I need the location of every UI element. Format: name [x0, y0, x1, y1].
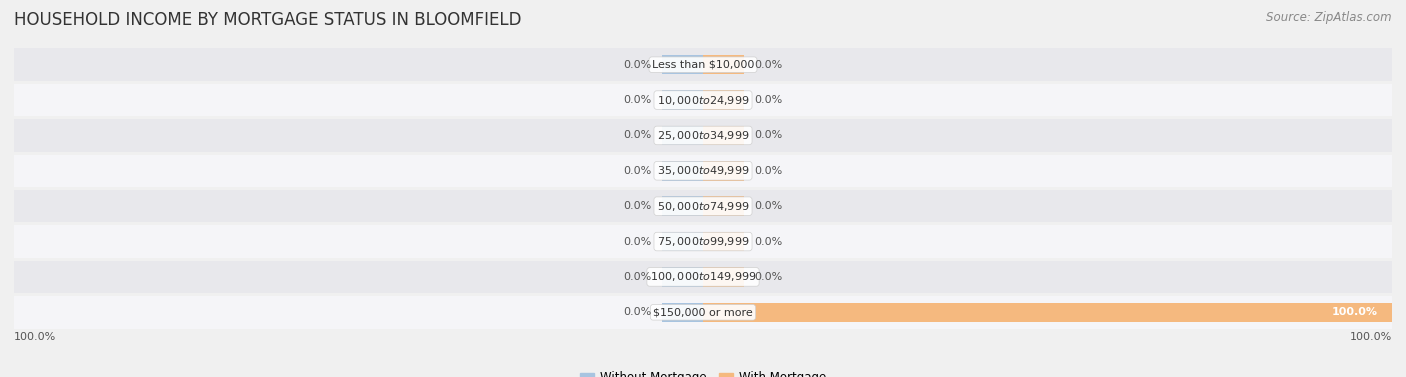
Text: 100.0%: 100.0%: [14, 332, 56, 342]
Legend: Without Mortgage, With Mortgage: Without Mortgage, With Mortgage: [575, 366, 831, 377]
Text: $10,000 to $24,999: $10,000 to $24,999: [657, 93, 749, 107]
Bar: [662, 196, 703, 216]
Text: $35,000 to $49,999: $35,000 to $49,999: [657, 164, 749, 177]
Text: 0.0%: 0.0%: [755, 60, 783, 70]
Text: 0.0%: 0.0%: [623, 166, 651, 176]
Text: 0.0%: 0.0%: [623, 60, 651, 70]
Bar: [703, 55, 744, 74]
Text: 0.0%: 0.0%: [623, 236, 651, 247]
Text: 0.0%: 0.0%: [755, 201, 783, 211]
Text: HOUSEHOLD INCOME BY MORTGAGE STATUS IN BLOOMFIELD: HOUSEHOLD INCOME BY MORTGAGE STATUS IN B…: [14, 11, 522, 29]
Bar: [703, 196, 744, 216]
Text: 100.0%: 100.0%: [1331, 307, 1378, 317]
Text: Source: ZipAtlas.com: Source: ZipAtlas.com: [1267, 11, 1392, 24]
Text: Less than $10,000: Less than $10,000: [652, 60, 754, 70]
Bar: [662, 126, 703, 145]
Bar: [703, 267, 744, 287]
Bar: [703, 90, 744, 110]
Text: 0.0%: 0.0%: [755, 130, 783, 141]
Text: $25,000 to $34,999: $25,000 to $34,999: [657, 129, 749, 142]
Text: 0.0%: 0.0%: [755, 272, 783, 282]
Bar: [14, 296, 1392, 329]
Bar: [662, 161, 703, 181]
Bar: [703, 161, 744, 181]
Text: $75,000 to $99,999: $75,000 to $99,999: [657, 235, 749, 248]
Bar: [703, 303, 1392, 322]
Bar: [662, 90, 703, 110]
Text: 0.0%: 0.0%: [623, 307, 651, 317]
Bar: [703, 232, 744, 251]
Text: $150,000 or more: $150,000 or more: [654, 307, 752, 317]
Text: 0.0%: 0.0%: [623, 272, 651, 282]
Bar: [14, 119, 1392, 152]
Bar: [14, 261, 1392, 293]
Bar: [662, 55, 703, 74]
Bar: [14, 155, 1392, 187]
Bar: [703, 126, 744, 145]
Text: 0.0%: 0.0%: [755, 166, 783, 176]
Text: 0.0%: 0.0%: [623, 95, 651, 105]
Text: 0.0%: 0.0%: [623, 201, 651, 211]
Bar: [662, 232, 703, 251]
Bar: [14, 48, 1392, 81]
Bar: [14, 225, 1392, 258]
Text: 0.0%: 0.0%: [755, 95, 783, 105]
Bar: [662, 267, 703, 287]
Text: 100.0%: 100.0%: [1350, 332, 1392, 342]
Bar: [14, 190, 1392, 222]
Bar: [14, 84, 1392, 116]
Text: 0.0%: 0.0%: [755, 236, 783, 247]
Text: $50,000 to $74,999: $50,000 to $74,999: [657, 200, 749, 213]
Text: $100,000 to $149,999: $100,000 to $149,999: [650, 270, 756, 284]
Text: 0.0%: 0.0%: [623, 130, 651, 141]
Bar: [662, 303, 703, 322]
